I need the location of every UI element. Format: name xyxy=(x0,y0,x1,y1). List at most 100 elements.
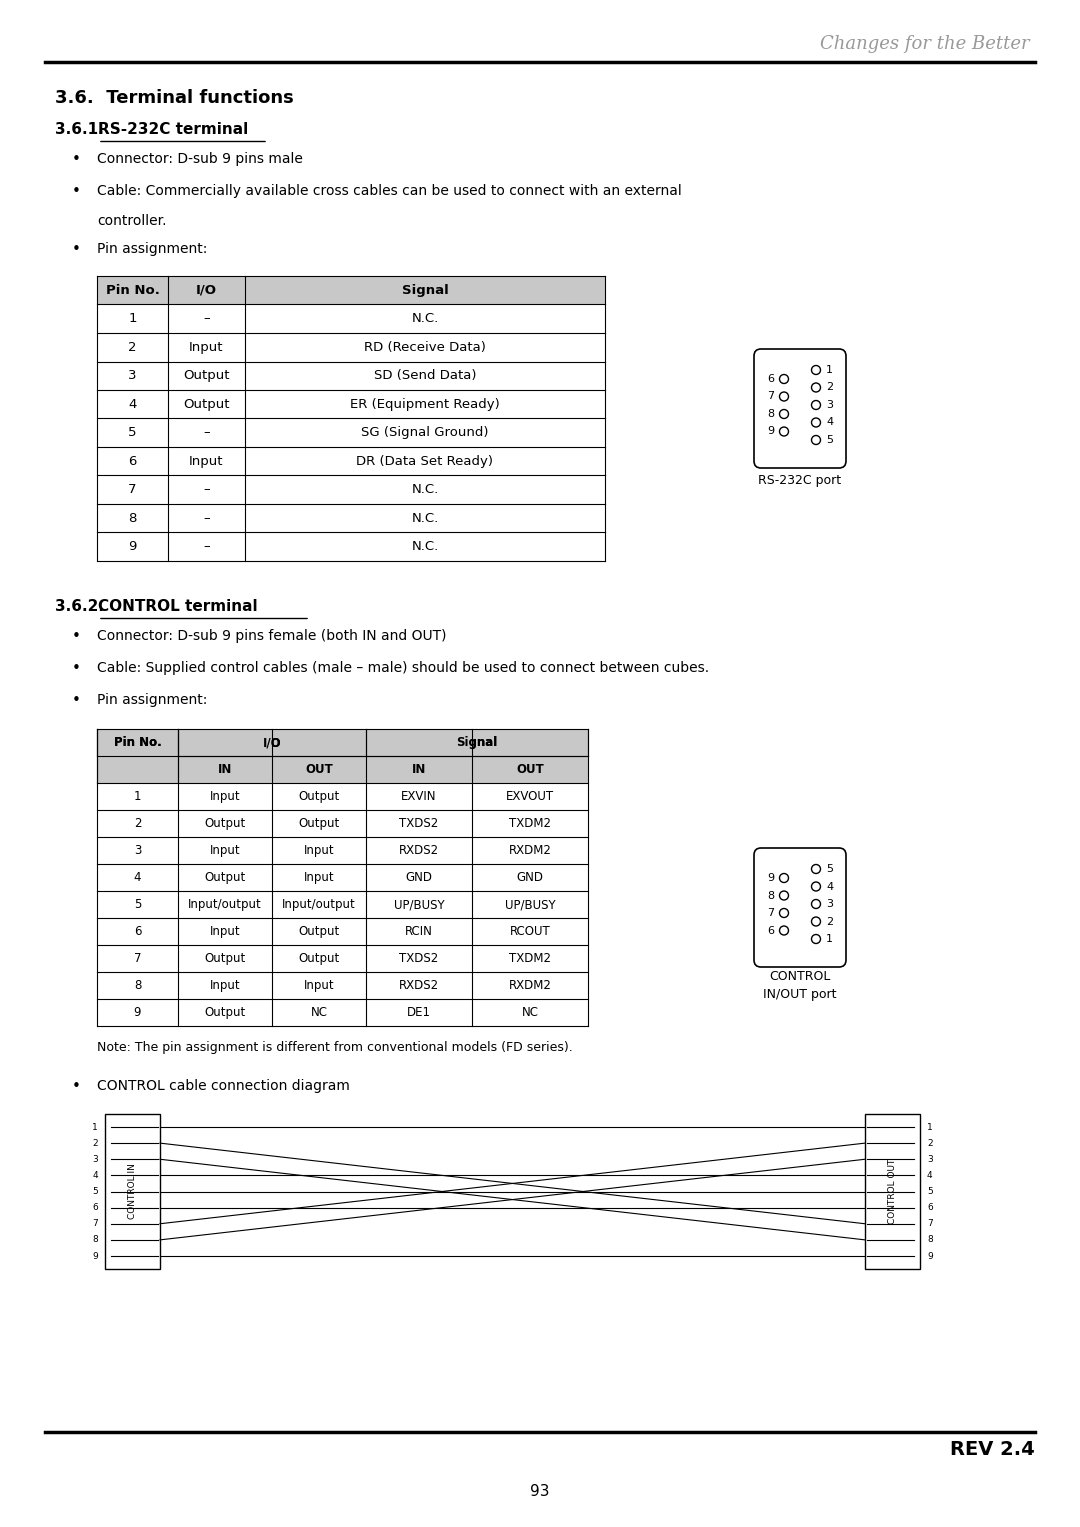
Text: 3.6.  Terminal functions: 3.6. Terminal functions xyxy=(55,89,294,107)
Text: Output: Output xyxy=(298,951,339,965)
Text: OUT: OUT xyxy=(516,764,544,776)
Text: 1: 1 xyxy=(129,312,137,325)
Text: Output: Output xyxy=(204,1006,245,1019)
Text: 6: 6 xyxy=(767,925,774,936)
Text: 1: 1 xyxy=(134,789,141,803)
Text: TXDS2: TXDS2 xyxy=(400,817,438,831)
Text: TXDM2: TXDM2 xyxy=(509,817,551,831)
Text: Input: Input xyxy=(303,979,335,993)
Text: I/O: I/O xyxy=(262,736,281,750)
Text: Input: Input xyxy=(210,844,241,857)
Text: 4: 4 xyxy=(826,417,833,428)
Text: controller.: controller. xyxy=(97,214,166,228)
Text: Connector: D-sub 9 pins female (both IN and OUT): Connector: D-sub 9 pins female (both IN … xyxy=(97,629,446,643)
Text: 2: 2 xyxy=(826,382,833,392)
FancyBboxPatch shape xyxy=(754,350,846,467)
Text: 9: 9 xyxy=(767,426,774,437)
Text: GND: GND xyxy=(516,870,543,884)
Text: SG (Signal Ground): SG (Signal Ground) xyxy=(361,426,489,440)
Text: Output: Output xyxy=(298,925,339,938)
Text: 9: 9 xyxy=(92,1252,98,1260)
Text: CONTROL terminal: CONTROL terminal xyxy=(98,599,258,614)
Text: 5: 5 xyxy=(134,898,141,912)
Text: 6: 6 xyxy=(129,455,137,467)
Text: 8: 8 xyxy=(927,1235,933,1245)
Text: OUT: OUT xyxy=(306,764,333,776)
Text: 4: 4 xyxy=(93,1171,98,1180)
Text: N.C.: N.C. xyxy=(411,483,438,496)
Text: N.C.: N.C. xyxy=(411,312,438,325)
Text: 6: 6 xyxy=(927,1203,933,1212)
Text: Signal: Signal xyxy=(457,736,498,750)
Text: EXVOUT: EXVOUT xyxy=(505,789,554,803)
Text: Changes for the Better: Changes for the Better xyxy=(821,35,1030,53)
Text: •: • xyxy=(72,629,81,644)
Text: 9: 9 xyxy=(767,873,774,883)
Text: Output: Output xyxy=(184,370,230,382)
Bar xyxy=(178,728,272,756)
Text: Pin No.: Pin No. xyxy=(106,284,160,296)
Text: SD (Send Data): SD (Send Data) xyxy=(374,370,476,382)
Text: –: – xyxy=(203,512,210,525)
Text: 1: 1 xyxy=(92,1122,98,1132)
Text: 8: 8 xyxy=(767,409,774,418)
Text: 5: 5 xyxy=(826,864,833,873)
Text: Note: The pin assignment is different from conventional models (FD series).: Note: The pin assignment is different fr… xyxy=(97,1041,572,1054)
Bar xyxy=(97,756,178,783)
Text: 6: 6 xyxy=(92,1203,98,1212)
Text: Pin No.: Pin No. xyxy=(113,736,161,750)
Text: 7: 7 xyxy=(92,1219,98,1228)
Text: IN: IN xyxy=(411,764,427,776)
Bar xyxy=(97,756,588,783)
Text: 7: 7 xyxy=(767,391,774,402)
Text: NC: NC xyxy=(522,1006,539,1019)
Text: Cable: Commercially available cross cables can be used to connect with an extern: Cable: Commercially available cross cabl… xyxy=(97,183,681,199)
Text: Signal: Signal xyxy=(457,736,498,750)
Text: 4: 4 xyxy=(129,397,137,411)
Text: RXDM2: RXDM2 xyxy=(509,979,552,993)
Text: 5: 5 xyxy=(826,435,833,444)
Text: 1: 1 xyxy=(927,1122,933,1132)
Text: Input: Input xyxy=(210,979,241,993)
Text: 7: 7 xyxy=(134,951,141,965)
Text: 8: 8 xyxy=(92,1235,98,1245)
Text: 4: 4 xyxy=(826,881,833,892)
Text: I/O: I/O xyxy=(262,736,281,750)
Text: 1: 1 xyxy=(826,935,833,944)
Text: IN: IN xyxy=(218,764,232,776)
Text: 9: 9 xyxy=(927,1252,933,1260)
Text: 8: 8 xyxy=(767,890,774,901)
Text: RD (Receive Data): RD (Receive Data) xyxy=(364,341,486,354)
Text: ER (Equipment Ready): ER (Equipment Ready) xyxy=(350,397,500,411)
Text: RS-232C port: RS-232C port xyxy=(758,473,841,487)
Text: CONTROL OUT: CONTROL OUT xyxy=(888,1159,897,1225)
Text: •: • xyxy=(72,183,81,199)
Text: CONTROL IN: CONTROL IN xyxy=(129,1164,137,1220)
Text: 93: 93 xyxy=(530,1484,550,1500)
Text: Input: Input xyxy=(303,870,335,884)
Text: IN/OUT port: IN/OUT port xyxy=(764,988,837,1002)
Bar xyxy=(366,728,472,756)
Text: •: • xyxy=(72,153,81,166)
Text: –: – xyxy=(203,483,210,496)
Text: Output: Output xyxy=(298,789,339,803)
Text: 8: 8 xyxy=(134,979,141,993)
Text: NC: NC xyxy=(311,1006,327,1019)
Text: TXDS2: TXDS2 xyxy=(400,951,438,965)
Text: Output: Output xyxy=(298,817,339,831)
Text: 6: 6 xyxy=(767,374,774,383)
Text: Pin assignment:: Pin assignment: xyxy=(97,693,207,707)
Text: N.C.: N.C. xyxy=(411,512,438,525)
Text: 6: 6 xyxy=(134,925,141,938)
Text: Input: Input xyxy=(189,341,224,354)
Text: CONTROL: CONTROL xyxy=(769,970,831,983)
Text: UP/BUSY: UP/BUSY xyxy=(394,898,444,912)
Text: 9: 9 xyxy=(134,1006,141,1019)
Text: DE1: DE1 xyxy=(407,1006,431,1019)
Text: 2: 2 xyxy=(129,341,137,354)
Text: RCIN: RCIN xyxy=(405,925,433,938)
Text: N.C.: N.C. xyxy=(411,541,438,553)
Text: 3: 3 xyxy=(826,899,833,909)
Text: 3: 3 xyxy=(92,1154,98,1164)
Text: 2: 2 xyxy=(134,817,141,831)
